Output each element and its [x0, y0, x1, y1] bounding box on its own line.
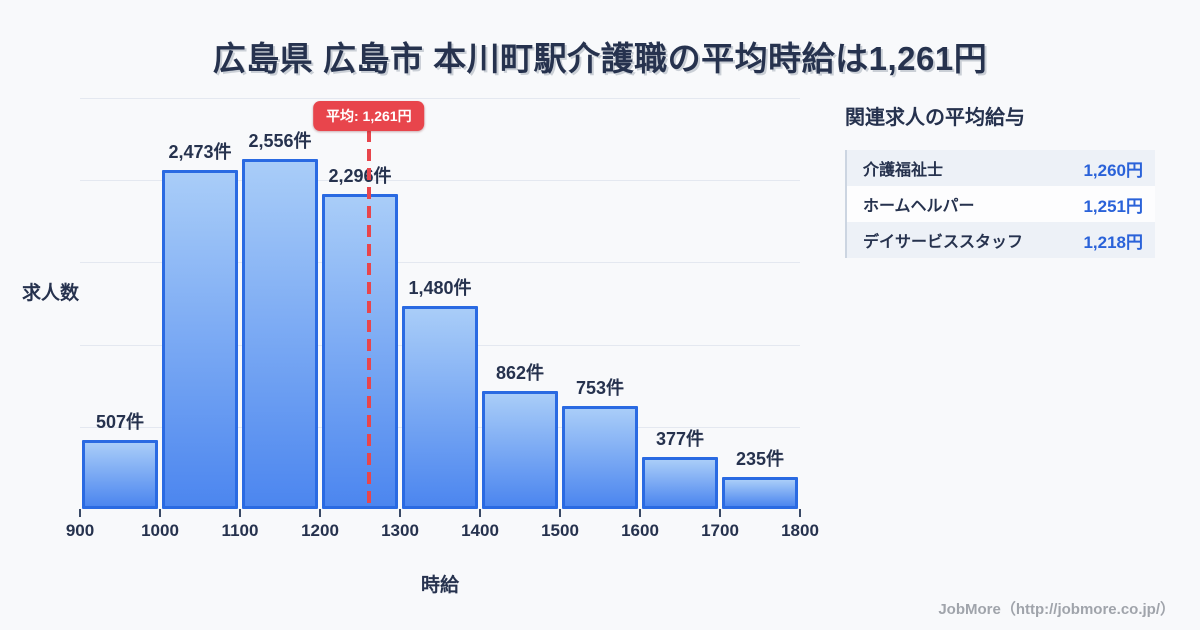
histogram-bar — [242, 158, 318, 509]
histogram-bar — [722, 476, 798, 509]
x-axis-tick — [79, 509, 81, 517]
bar-value-label: 235件 — [735, 448, 785, 469]
bar-value-label: 507件 — [95, 411, 145, 432]
x-axis-tick-label: 1200 — [301, 521, 339, 540]
histogram-plot: 507件 2,473件 2,556件 2,296件 1,480件 862件 753件 377件… — [66, 98, 819, 540]
histogram-bar — [162, 170, 238, 509]
histogram-bar — [402, 306, 478, 509]
x-axis-tick — [399, 509, 401, 517]
bar-value-label: 2,473件 — [168, 142, 232, 163]
average-line — [366, 130, 371, 509]
x-axis-tick-label: 1100 — [221, 521, 259, 540]
x-axis-tick — [159, 509, 161, 517]
x-axis-tick-label: 1400 — [461, 521, 499, 540]
x-axis-tick — [799, 509, 801, 517]
bar-value-label: 753件 — [575, 377, 625, 398]
x-axis-tick — [239, 509, 241, 517]
average-badge: 平均: 1,261円 — [313, 101, 425, 131]
x-axis-tick-label: 1000 — [141, 521, 179, 540]
histogram-bar — [562, 405, 638, 509]
x-axis-label: 時給 — [420, 575, 460, 596]
bar-value-label: 2,556件 — [248, 130, 312, 151]
histogram-bar — [482, 390, 558, 509]
x-axis-tick-label: 1500 — [541, 521, 579, 540]
related-jobs-table: 介護福祉士 1,260円ホームヘルパー 1,251円デイサービススタッフ 1,218円 — [845, 150, 1155, 258]
source-credit: JobMore（http://jobmore.co.jp/） — [938, 601, 1175, 618]
related-job-label: ホームヘルパー — [863, 198, 975, 215]
bar-value-label: 2,296件 — [328, 166, 392, 187]
x-axis-tick-label: 1700 — [701, 521, 739, 540]
related-job-value: 1,260円 — [1083, 160, 1143, 180]
bar-value-label: 862件 — [495, 362, 545, 383]
gridline — [80, 98, 800, 99]
x-axis-tick-label: 1800 — [781, 521, 819, 540]
related-job-value: 1,218円 — [1083, 232, 1143, 252]
x-axis-tick — [559, 509, 561, 517]
x-axis-tick-label: 900 — [65, 521, 95, 540]
gridline — [80, 262, 800, 264]
related-job-row: 介護福祉士 1,260円 — [847, 150, 1155, 186]
gridline — [80, 180, 800, 182]
related-job-value: 1,251円 — [1083, 196, 1143, 216]
x-axis-tick — [719, 509, 721, 517]
x-axis-tick — [319, 509, 321, 517]
page-title: 広島県 広島市 本川町駅介護職の平均時給は1,261円 — [212, 40, 988, 77]
bar-value-label: 1,480件 — [408, 278, 472, 299]
x-axis-tick-label: 1300 — [381, 521, 419, 540]
histogram-bar — [322, 194, 398, 509]
related-job-row: ホームヘルパー 1,251円 — [847, 186, 1155, 222]
related-job-row: デイサービススタッフ 1,218円 — [847, 222, 1155, 258]
bar-value-label: 377件 — [655, 429, 705, 450]
x-axis-tick-label: 1600 — [621, 521, 659, 540]
y-axis-label: 求人数 — [22, 283, 80, 304]
x-axis-tick — [479, 509, 481, 517]
x-axis-tick — [639, 509, 641, 517]
related-jobs-title: 関連求人の平均給与 — [845, 107, 1025, 129]
related-jobs-panel: 関連求人の平均給与 介護福祉士 1,260円ホームヘルパー 1,251円デイサービス… — [845, 101, 1155, 258]
histogram-bar — [82, 439, 158, 509]
related-job-label: 介護福祉士 — [863, 162, 944, 179]
related-job-label: デイサービススタッフ — [863, 234, 1024, 251]
histogram-bar — [642, 457, 718, 509]
